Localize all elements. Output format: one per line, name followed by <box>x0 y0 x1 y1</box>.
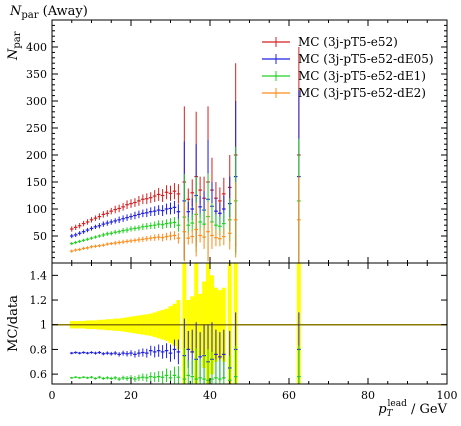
x-tick-label: 20 <box>124 389 138 402</box>
x-axis-label: pTlead / GeV <box>378 399 447 419</box>
y-tick-label: 400 <box>26 41 47 54</box>
ratio-y-tick-label: 1.4 <box>30 269 48 282</box>
series-1 <box>69 90 301 263</box>
legend-item: MC (3j-pT5-e52) <box>262 35 398 49</box>
legend-label: MC (3j-pT5-e52-dE1) <box>298 69 426 83</box>
ratio-y-axis-label: MC/data <box>6 295 21 352</box>
x-tick-label: 0 <box>49 389 56 402</box>
y-tick-label: 250 <box>26 122 47 135</box>
axes-frames <box>51 19 448 385</box>
x-tick-label: 80 <box>361 389 375 402</box>
legend-label: MC (3j-pT5-e52-dE2) <box>298 86 426 100</box>
ratio-series-1 <box>69 345 301 384</box>
series-0 <box>69 47 301 263</box>
ratio-y-tick-label: 0.8 <box>30 343 48 356</box>
plot-title: Npar (Away) <box>9 4 88 21</box>
ratio-panel <box>52 263 447 384</box>
y-tick-label: 50 <box>33 230 47 243</box>
chart-text: 50 100 150 200 250 300 350 400 0 20 40 60 80 100 0.6 0.… <box>6 4 458 419</box>
series-3 <box>69 176 301 263</box>
band-segment <box>227 263 232 384</box>
ratio-y-tick-label: 1 <box>40 319 47 332</box>
x-tick-label: 100 <box>437 389 458 402</box>
y-tick-label: 300 <box>26 95 47 108</box>
ratio-y-tick-label: 1.2 <box>30 294 48 307</box>
band-segment <box>206 263 210 384</box>
x-tick-label: 40 <box>203 389 217 402</box>
legend-item: MC (3j-pT5-e52-dE2) <box>262 86 426 100</box>
legend-label: MC (3j-pT5-e52) <box>298 35 398 49</box>
legend-item: MC (3j-pT5-e52-dE05) <box>262 52 434 66</box>
legend: MC (3j-pT5-e52) MC (3j-pT5-e52-dE05) MC (3… <box>262 35 434 100</box>
legend-item: MC (3j-pT5-e52-dE1) <box>262 69 426 83</box>
y-axis-label: Npar <box>6 31 23 61</box>
y-tick-label: 150 <box>26 176 47 189</box>
y-tick-label: 200 <box>26 149 47 162</box>
legend-label: MC (3j-pT5-e52-dE05) <box>298 52 434 66</box>
x-tick-label: 60 <box>282 389 296 402</box>
y-tick-label: 100 <box>26 203 47 216</box>
ratio-y-tick-label: 0.6 <box>30 368 48 381</box>
y-tick-label: 350 <box>26 68 47 81</box>
main-panel <box>69 47 301 263</box>
